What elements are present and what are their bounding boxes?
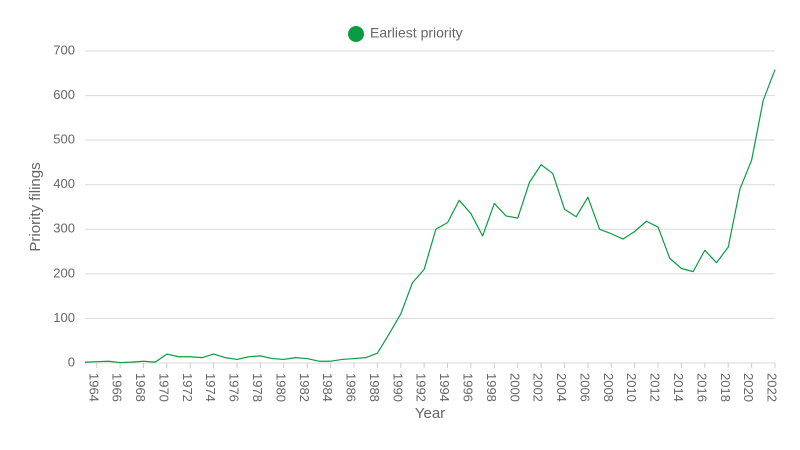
y-axis-title: Priority filings bbox=[27, 162, 44, 251]
x-tick-label: 1980 bbox=[273, 373, 288, 402]
x-tick-label: 2006 bbox=[577, 373, 592, 402]
y-tick-label: 0 bbox=[68, 354, 75, 369]
legend-label: Earliest priority bbox=[370, 25, 463, 41]
x-tick-label: 2018 bbox=[718, 373, 733, 402]
y-tick-label: 500 bbox=[53, 132, 75, 147]
x-tick-label: 1988 bbox=[367, 373, 382, 402]
x-tick-label: 1966 bbox=[110, 373, 125, 402]
data-line bbox=[84, 69, 776, 364]
x-axis-title: Year bbox=[415, 405, 445, 422]
y-tick-label: 100 bbox=[53, 310, 75, 325]
x-tick-label: 1986 bbox=[344, 373, 359, 402]
x-tick-label: 2004 bbox=[554, 373, 569, 402]
x-tick-label: 1990 bbox=[390, 373, 405, 402]
y-tick-label: 700 bbox=[53, 42, 75, 57]
x-tick-label: 1968 bbox=[133, 373, 148, 402]
x-tick-label: 1974 bbox=[203, 373, 218, 402]
y-tick-label: 300 bbox=[53, 221, 75, 236]
x-tick-label: 2014 bbox=[671, 373, 686, 402]
y-tick-label: 200 bbox=[53, 265, 75, 280]
x-tick-label: 1982 bbox=[297, 373, 312, 402]
x-tick-label: 1984 bbox=[320, 373, 335, 402]
x-tick-label: 2012 bbox=[648, 373, 663, 402]
x-tick-label: 2010 bbox=[624, 373, 639, 402]
x-tick-label: 2016 bbox=[694, 373, 709, 402]
x-tick-label: 1992 bbox=[414, 373, 429, 402]
x-tick-label: 1996 bbox=[460, 373, 475, 402]
x-tick-label: 2022 bbox=[765, 373, 780, 402]
x-tick-label: 2002 bbox=[531, 373, 546, 402]
x-tick-label: 1976 bbox=[227, 373, 242, 402]
x-tick-label: 1972 bbox=[180, 373, 195, 402]
y-tick-label: 400 bbox=[53, 176, 75, 191]
x-tick-label: 2008 bbox=[601, 373, 616, 402]
x-tick-label: 1994 bbox=[437, 373, 452, 402]
x-tick-label: 1998 bbox=[484, 373, 499, 402]
y-tick-label: 600 bbox=[53, 87, 75, 102]
legend-marker bbox=[348, 26, 364, 42]
x-tick-label: 1964 bbox=[86, 373, 101, 402]
x-tick-label: 2020 bbox=[741, 373, 756, 402]
x-tick-label: 1970 bbox=[156, 373, 171, 402]
x-tick-label: 1978 bbox=[250, 373, 265, 402]
x-tick-label: 2000 bbox=[507, 373, 522, 402]
